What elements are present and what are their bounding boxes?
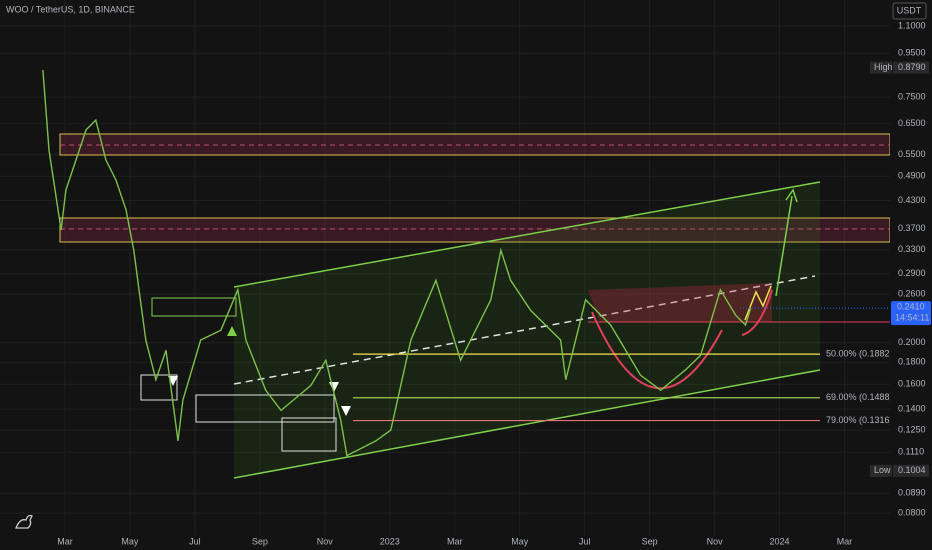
price-axis-bg [890,0,932,550]
y-tick-label: 1.1000 [898,20,926,30]
box [151,297,237,317]
fib-label: 50.00% (0.1882) [826,348,893,358]
x-tick-label: Jul [579,536,591,546]
marker-value: 0.1004 [898,465,926,475]
channel-mid [233,275,816,385]
box [195,394,335,423]
y-tick-label: 0.1400 [898,403,926,413]
x-tick-label: May [511,536,529,546]
countdown: 14:54:11 [895,313,929,323]
logo [15,514,33,529]
y-tick-label: 0.2900 [898,268,926,278]
time-axis-bg [0,535,932,550]
y-tick-label: 0.1110 [898,447,924,457]
x-tick-label: Sep [642,536,658,546]
target-arrow [775,195,793,297]
x-tick-label: Mar [57,536,73,546]
handle-curve [741,289,773,336]
last-price: 0.2410 [897,302,925,312]
x-tick-label: Mar [837,536,853,546]
y-tick-label: 0.9500 [898,48,926,58]
last-price-badge [891,301,931,326]
marker-triangle [341,406,351,416]
y-tick-label: 0.6500 [898,118,926,128]
marker-name: High [874,62,893,72]
marker-name: Low [874,465,891,475]
currency-badge[interactable] [892,2,927,20]
cup-zone [588,283,772,322]
currency: USDT [897,5,922,15]
y-tick-label: 0.4900 [898,171,926,181]
marker-badge [870,61,892,74]
channel-lower [233,369,821,479]
marker-value-badge [893,464,929,477]
y-tick-label: 0.3300 [898,244,926,254]
x-tick-label: Sep [252,536,268,546]
x-tick-label: Mar [447,536,463,546]
x-tick-label: Nov [707,536,724,546]
marker-badge [870,464,892,477]
fib-label: 79.00% (0.1316) [826,415,893,425]
y-tick-label: 0.2600 [898,288,926,298]
y-tick-label: 0.2000 [898,337,926,347]
marker-triangle [227,326,237,336]
y-tick-label: 0.0800 [898,507,926,517]
y-tick-label: 0.1600 [898,379,926,389]
y-tick-label: 0.5500 [898,149,926,159]
x-tick-label: Jul [189,536,201,546]
projection-zigzag [744,285,772,321]
y-tick-label: 0.1250 [898,425,926,435]
plot: 50.00% (0.1882) 69.00% (0.1488) 79.00% (0.… [42,69,893,457]
arrow-head [785,188,798,203]
box [281,417,337,452]
x-tick-label: 2024 [770,536,790,546]
chart-title: WOO / TetherUS, 1D, BINANCE [6,4,135,14]
fib-label: 69.00% (0.1488) [826,392,893,402]
y-tick-label: 0.0890 [898,488,926,498]
y-tick-label: 0.7500 [898,92,926,102]
marker-triangle [168,376,178,386]
cup-curve [591,311,723,390]
box [140,374,178,401]
marker-value: 0.8790 [898,62,926,72]
x-tick-label: 2023 [380,536,400,546]
channel-upper [233,181,821,288]
x-tick-label: Nov [317,536,334,546]
resistance-zone [59,217,891,243]
marker-value-badge [893,61,929,74]
axes: 1.1000 0.9500 0.7500 0.6500 0.5500 0.4900 0.43… [57,20,931,546]
x-tick-label: May [121,536,139,546]
y-tick-label: 0.4300 [898,195,926,205]
channel-fill [234,182,820,478]
drawings [59,133,891,479]
grid [0,0,890,535]
y-tick-label: 0.3700 [898,223,926,233]
price-line [42,69,752,457]
y-tick-label: 0.1800 [898,357,926,367]
